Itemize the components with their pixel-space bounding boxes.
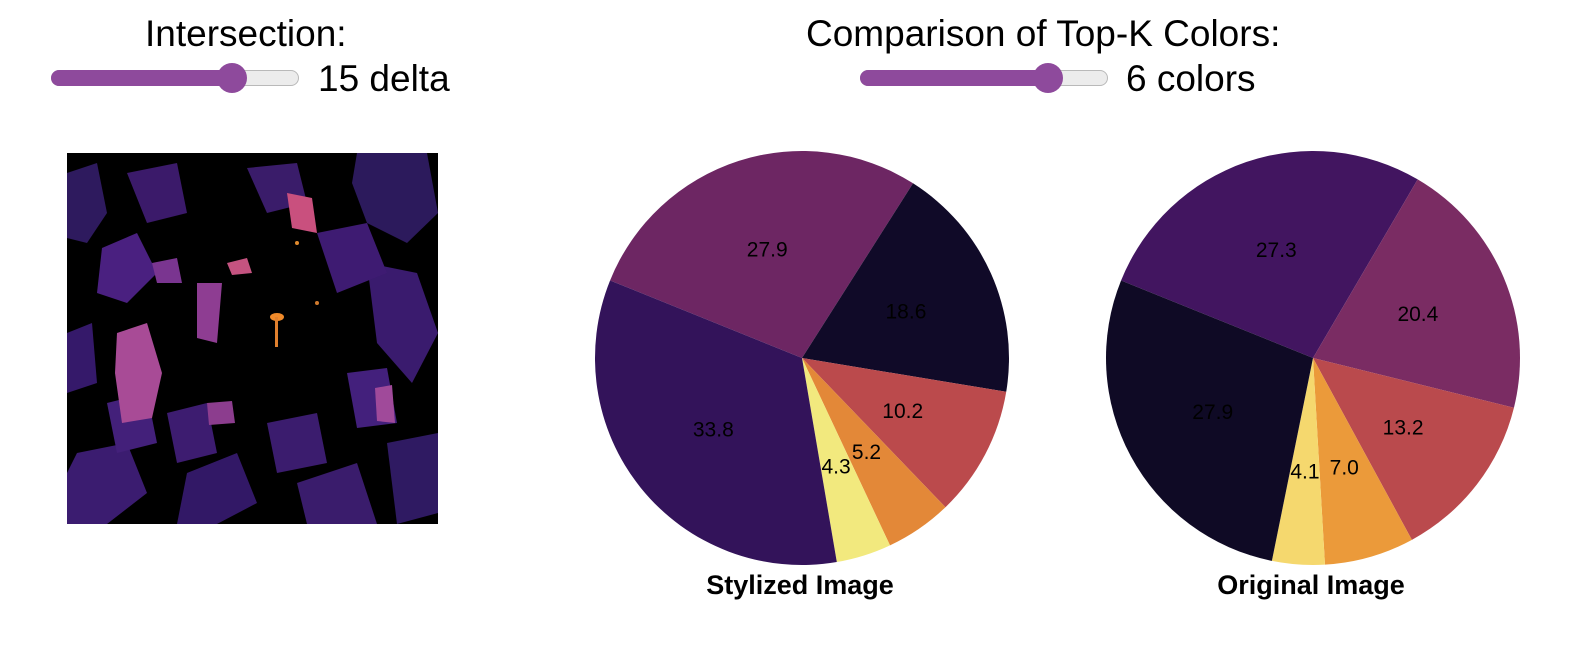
stylized-slice-label-3: 5.2 [852, 441, 881, 464]
stylized-pie-chart: 27.9 18.6 10.25.24.3 33.8 [594, 151, 1009, 566]
original-slice-label-3: 7.0 [1330, 456, 1359, 479]
stylized-slice-label-2: 10.2 [882, 400, 923, 423]
original-slice-label-5: 27.9 [1192, 401, 1233, 424]
topk-value: 6 colors [1126, 58, 1256, 99]
intersection-value: 15 delta [318, 58, 450, 99]
stylized-slice-3 [802, 358, 946, 546]
stylized-slice-label-1: 18.6 [886, 301, 927, 324]
original-slice-label-0: 27.3 [1256, 239, 1297, 262]
stylized-slice-label-0: 27.9 [747, 239, 788, 262]
stylized-image-caption: Stylized Image [706, 570, 894, 600]
intersection-slider[interactable] [51, 63, 299, 93]
original-slice-label-4: 4.1 [1290, 461, 1319, 484]
stylized-slice-label-4: 4.3 [821, 456, 850, 479]
stylized-slice-label-5: 33.8 [693, 418, 734, 441]
intersection-title: Intersection: [145, 13, 347, 54]
original-slice-1 [1313, 179, 1520, 408]
topk-slider[interactable] [860, 63, 1108, 93]
stylized-slice-0 [610, 151, 914, 358]
topk-slider-thumb[interactable] [1033, 63, 1064, 93]
original-slice-0 [1121, 151, 1418, 358]
original-slice-4 [1271, 358, 1325, 565]
original-slice-label-1: 20.4 [1397, 303, 1438, 326]
stylized-slice-5 [594, 280, 837, 566]
topk-slider-fill [860, 70, 1049, 86]
original-slice-2 [1313, 358, 1514, 540]
stylized-slice-4 [802, 358, 891, 563]
intersection-slider-fill [51, 70, 233, 86]
original-slice-label-2: 13.2 [1383, 417, 1424, 440]
original-slice-5 [1106, 280, 1313, 561]
stylized-slice-1 [802, 183, 1009, 392]
original-image-caption: Original Image [1217, 570, 1405, 600]
intersection-slider-thumb[interactable] [217, 63, 248, 93]
original-pie-chart: 27.3 20.4 13.2 7.0 4.1 27.9 [1106, 151, 1520, 565]
stylized-slice-2 [802, 358, 1007, 508]
original-slice-3 [1313, 358, 1412, 565]
comparison-title: Comparison of Top-K Colors: [806, 13, 1281, 54]
intersection-image [67, 153, 438, 524]
